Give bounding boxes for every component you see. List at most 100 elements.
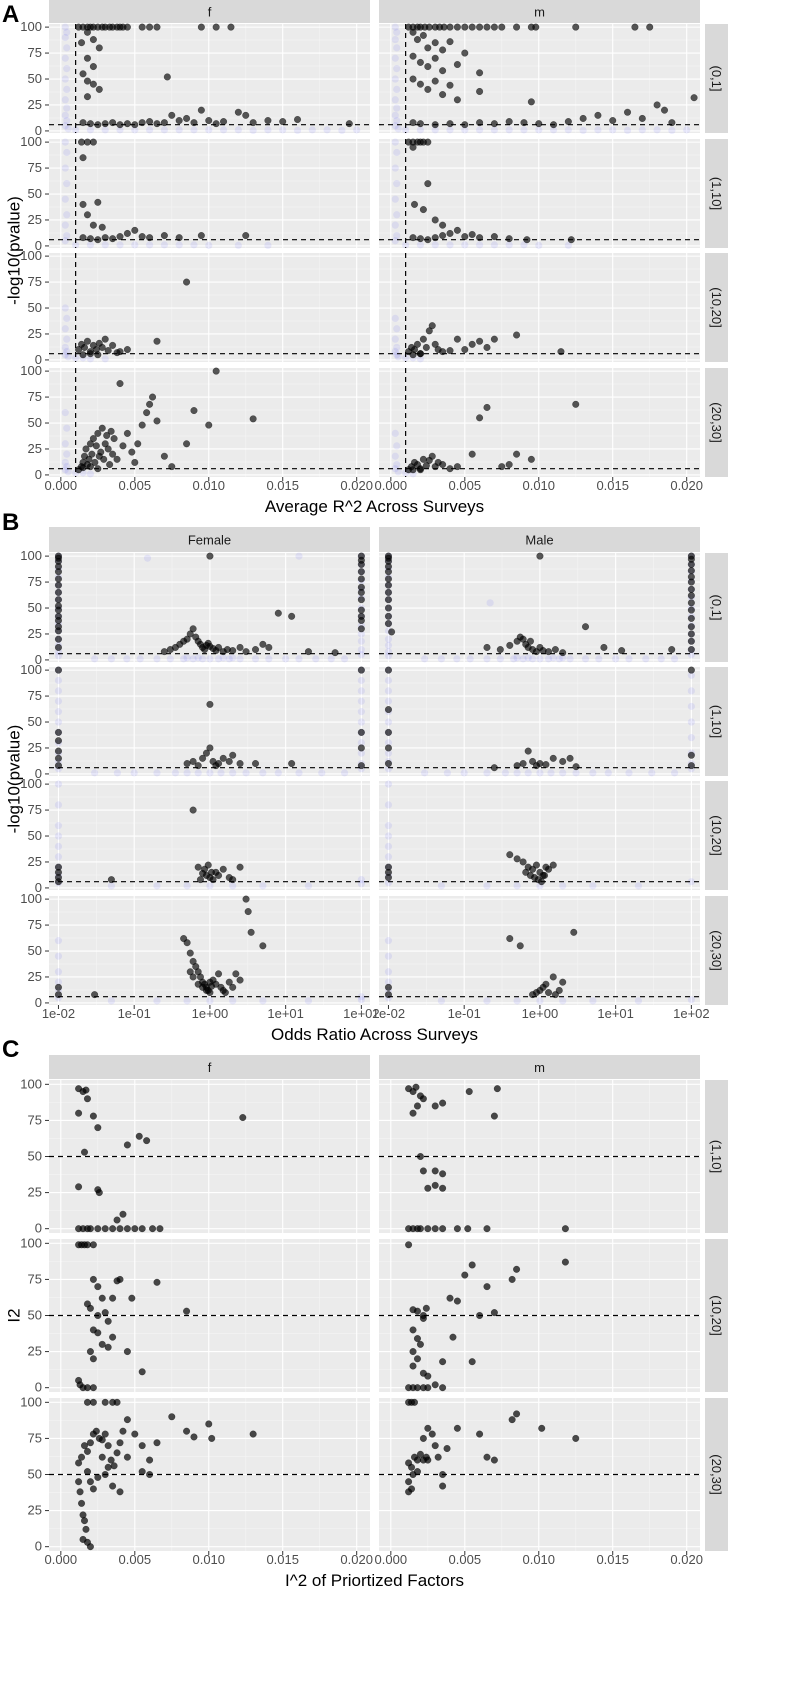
scatter-point	[490, 120, 498, 128]
scatter-point	[409, 28, 417, 36]
scatter-point	[468, 1261, 476, 1269]
scatter-point	[123, 120, 131, 128]
scatter-point	[86, 241, 95, 249]
scatter-point	[75, 1459, 83, 1467]
scatter-point	[236, 759, 244, 768]
panel-b-col-strip-male: Male	[525, 533, 553, 548]
scatter-point	[505, 118, 513, 126]
scatter-point	[424, 1372, 432, 1380]
scatter-point	[416, 126, 425, 134]
scatter-point	[391, 429, 399, 437]
scatter-point	[75, 1109, 83, 1117]
scatter-point	[420, 655, 429, 663]
scatter-point	[384, 765, 393, 773]
scatter-point	[206, 978, 214, 986]
scatter-point	[424, 1384, 432, 1392]
scatter-point	[264, 126, 272, 134]
panel-b-y-axis-title: -log10(pvalue)	[5, 725, 24, 834]
scatter-point	[109, 1294, 117, 1302]
scatter-point	[106, 460, 114, 469]
scatter-point	[409, 52, 417, 60]
scatter-point	[104, 347, 112, 355]
scatter-point	[357, 625, 365, 633]
scatter-point	[54, 616, 63, 625]
scatter-point	[83, 93, 92, 101]
scatter-point	[519, 858, 527, 866]
scatter-point	[581, 655, 590, 663]
scatter-point	[549, 654, 557, 662]
scatter-point	[282, 655, 290, 663]
scatter-point	[460, 769, 468, 777]
scatter-point	[183, 440, 191, 448]
scatter-point	[384, 952, 393, 960]
scatter-point	[242, 111, 250, 119]
scatter-point	[431, 1102, 439, 1110]
scatter-point	[687, 733, 695, 742]
y-tick-label: 50	[28, 71, 42, 86]
scatter-point	[544, 655, 553, 663]
scatter-point	[409, 1109, 417, 1117]
scatter-point	[384, 620, 393, 628]
scatter-point	[416, 466, 424, 474]
scatter-point	[86, 355, 95, 363]
scatter-point	[225, 655, 233, 663]
scatter-point	[131, 1430, 139, 1438]
scatter-point	[77, 1499, 86, 1507]
scatter-point	[357, 708, 365, 716]
scatter-point	[340, 769, 349, 777]
scatter-point	[98, 343, 106, 352]
scatter-point	[175, 126, 183, 134]
scatter-point	[419, 1095, 427, 1103]
scatter-point	[453, 96, 461, 104]
scatter-point	[384, 687, 393, 695]
panel-a-row-strip-1-10: (1,10]	[709, 177, 724, 210]
scatter-point	[107, 655, 115, 663]
scatter-point	[186, 949, 194, 957]
scatter-point	[205, 116, 213, 125]
scatter-point	[89, 1485, 97, 1493]
scatter-point	[513, 997, 521, 1005]
scatter-point	[609, 126, 617, 134]
scatter-point	[183, 654, 191, 662]
scatter-point	[393, 442, 401, 450]
scatter-point	[63, 104, 71, 112]
x-tick-label: 0.005	[449, 478, 482, 493]
scatter-point	[453, 655, 461, 663]
scatter-point	[538, 1424, 546, 1432]
scatter-point	[687, 630, 695, 638]
scatter-point	[149, 393, 157, 401]
scatter-point	[98, 1436, 106, 1444]
scatter-point	[63, 44, 71, 52]
scatter-point	[61, 33, 69, 42]
scatter-point	[535, 126, 543, 134]
scatter-point	[668, 126, 676, 134]
scatter-point	[103, 431, 111, 440]
y-tick-label: 100	[20, 548, 42, 563]
scatter-point	[138, 233, 146, 241]
scatter-point	[687, 560, 695, 568]
scatter-point	[357, 687, 365, 695]
x-tick-label: 1e+02	[343, 1006, 380, 1021]
scatter-point	[384, 718, 393, 726]
scatter-point	[384, 822, 393, 830]
scatter-point	[532, 23, 540, 31]
scatter-point	[123, 655, 131, 663]
scatter-point	[214, 871, 223, 880]
scatter-point	[670, 769, 679, 777]
scatter-point	[687, 614, 695, 622]
scatter-point	[486, 599, 494, 607]
scatter-point	[483, 882, 491, 890]
scatter-point	[113, 1398, 121, 1406]
x-tick-label: 0.000	[375, 478, 408, 493]
scatter-point	[86, 1225, 94, 1233]
scatter-point	[439, 1184, 447, 1192]
y-tick-label: 25	[28, 969, 42, 984]
scatter-point	[101, 1225, 109, 1233]
scatter-point	[393, 325, 401, 333]
scatter-point	[419, 335, 427, 343]
scatter-point	[75, 1478, 83, 1486]
scatter-point	[391, 314, 399, 322]
scatter-point	[384, 666, 393, 674]
y-tick-label: 0	[35, 880, 42, 895]
scatter-point	[413, 1307, 422, 1315]
